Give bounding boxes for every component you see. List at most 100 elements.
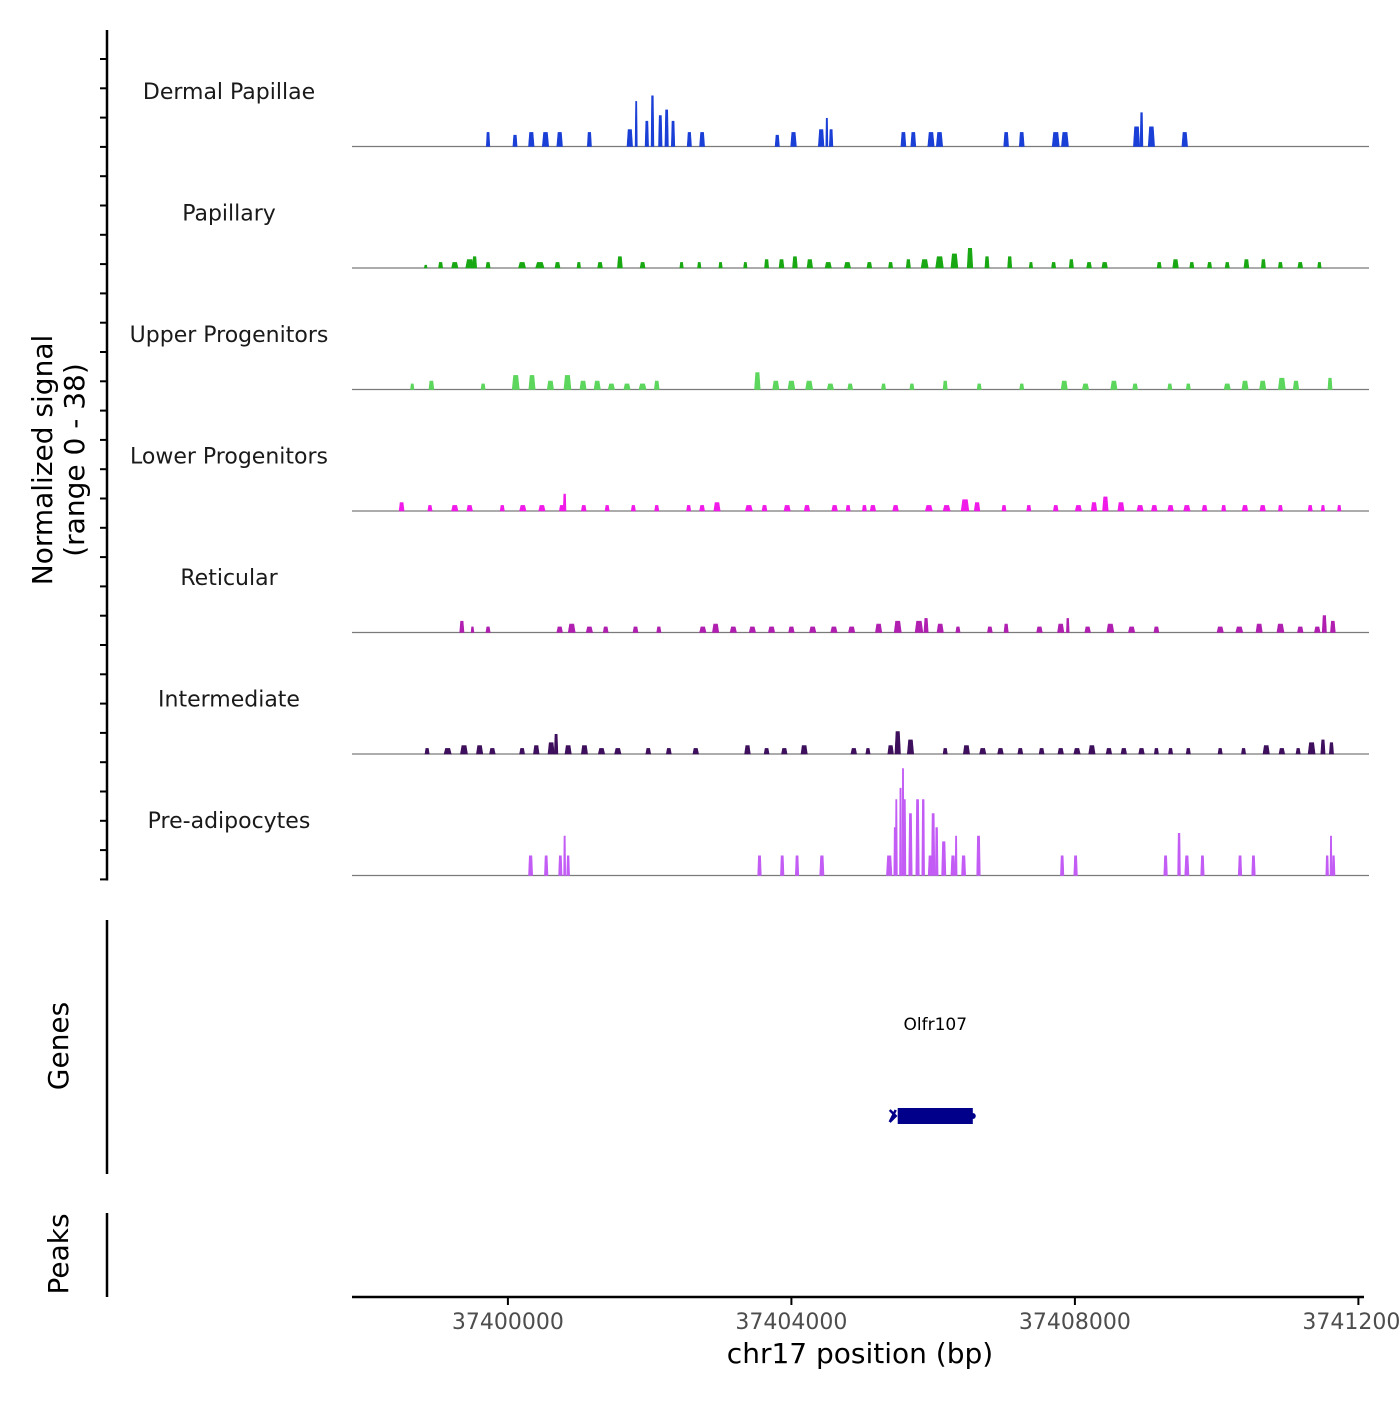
signal-peak (639, 262, 646, 269)
signal-peak (1241, 748, 1247, 755)
signal-peak (931, 813, 936, 876)
signal-peak (541, 132, 550, 147)
signal-peak (1292, 380, 1300, 390)
signal-peak (1177, 833, 1181, 876)
signal-peak (763, 748, 770, 755)
signal-peak (950, 253, 959, 269)
signal-peak (654, 505, 660, 512)
signal-peak (888, 262, 894, 269)
track-dermal-papillae: Dermal Papillae (143, 80, 1369, 148)
signal-peak (567, 623, 576, 633)
signal-peak (1001, 505, 1007, 512)
signal-peak (1153, 748, 1159, 755)
signal-peak (1259, 380, 1267, 390)
signal-peak (1036, 626, 1043, 633)
peaks-panel-title: Peaks (42, 1213, 75, 1294)
signal-peak (632, 626, 639, 633)
signal-peak (519, 505, 527, 512)
signal-peak (1320, 739, 1326, 755)
signal-peak (905, 259, 911, 269)
signal-peak (713, 502, 721, 512)
signal-peak (602, 626, 609, 633)
signal-peak (528, 132, 535, 147)
signal-peak (772, 380, 780, 390)
signal-peak (556, 132, 563, 147)
signal-peak (1066, 618, 1070, 633)
signal-peak (848, 626, 856, 633)
signal-peak (1132, 383, 1138, 390)
signal-peak (1018, 132, 1025, 147)
genes-panel-title: Genes (42, 1002, 75, 1090)
signal-peak (920, 259, 929, 269)
signal-peak (617, 256, 623, 269)
signal-peak (1138, 748, 1145, 755)
signal-peak (443, 748, 452, 755)
signal-peak (973, 502, 981, 512)
x-tick-label: 37408000 (1019, 1310, 1131, 1335)
signal-peak (511, 375, 520, 390)
signal-peak (1327, 377, 1333, 390)
signal-peak (792, 256, 798, 269)
track-pre-adipocytes: Pre-adipocytes (148, 768, 1369, 877)
gene-strand-marker (888, 1109, 898, 1123)
signal-peak (800, 745, 808, 755)
track-upper-progenitors: Upper Progenitors (130, 323, 1369, 391)
signal-peak (921, 799, 925, 876)
signal-peak (748, 626, 756, 633)
signal-peak (1163, 855, 1168, 876)
signal-peak (519, 748, 525, 755)
signal-peak (480, 383, 486, 390)
x-tick-label: 37404000 (735, 1310, 847, 1335)
signal-peak (961, 855, 967, 876)
signal-peak (987, 626, 993, 633)
signal-peak (1223, 383, 1231, 390)
signal-peak (934, 827, 939, 876)
signal-peak (692, 748, 699, 755)
signal-peak (1317, 262, 1322, 269)
signal-peak (546, 380, 554, 390)
signal-peak (1207, 262, 1213, 269)
signal-peak (554, 262, 561, 269)
signal-peak (1307, 505, 1313, 512)
signal-peak (850, 748, 857, 755)
signal-peak (803, 505, 811, 512)
signal-peak (638, 383, 647, 390)
signal-peak (1128, 626, 1136, 633)
signal-peak (790, 132, 797, 147)
signal-peak (1026, 505, 1032, 512)
signal-peak (470, 626, 475, 633)
signal-peak (604, 505, 610, 512)
signal-peak (1216, 626, 1224, 633)
signal-peak (1184, 855, 1190, 876)
signal-peak (597, 748, 606, 755)
signal-peak (1061, 132, 1069, 147)
signal-peak (909, 383, 915, 390)
signal-peak (1314, 626, 1321, 633)
signal-peak (424, 748, 430, 755)
signal-peak (960, 499, 970, 512)
signal-peak (976, 383, 982, 390)
track-lower-progenitors: Lower Progenitors (130, 445, 1369, 512)
signal-peak (1185, 383, 1191, 390)
signal-peak (1120, 748, 1127, 755)
signal-peak (438, 262, 444, 269)
signal-peak (1090, 502, 1098, 512)
signal-peak (623, 383, 631, 390)
signal-peak (630, 505, 636, 512)
signal-peak (1331, 855, 1336, 876)
signal-peak (1325, 855, 1329, 876)
signal-peak (1060, 855, 1065, 876)
signal-peak (1297, 262, 1304, 269)
signal-peak (1139, 112, 1144, 147)
signal-peak (869, 505, 877, 512)
signal-peak (558, 855, 563, 876)
signal-peak (1217, 748, 1223, 755)
signal-peak (881, 383, 887, 390)
signal-peak (528, 375, 536, 390)
signal-peak (1295, 748, 1301, 755)
signal-peak (788, 626, 795, 633)
signal-peak (1278, 748, 1286, 755)
signal-peak (1102, 496, 1109, 512)
track-label: Papillary (182, 202, 276, 227)
signal-peak (686, 132, 692, 147)
